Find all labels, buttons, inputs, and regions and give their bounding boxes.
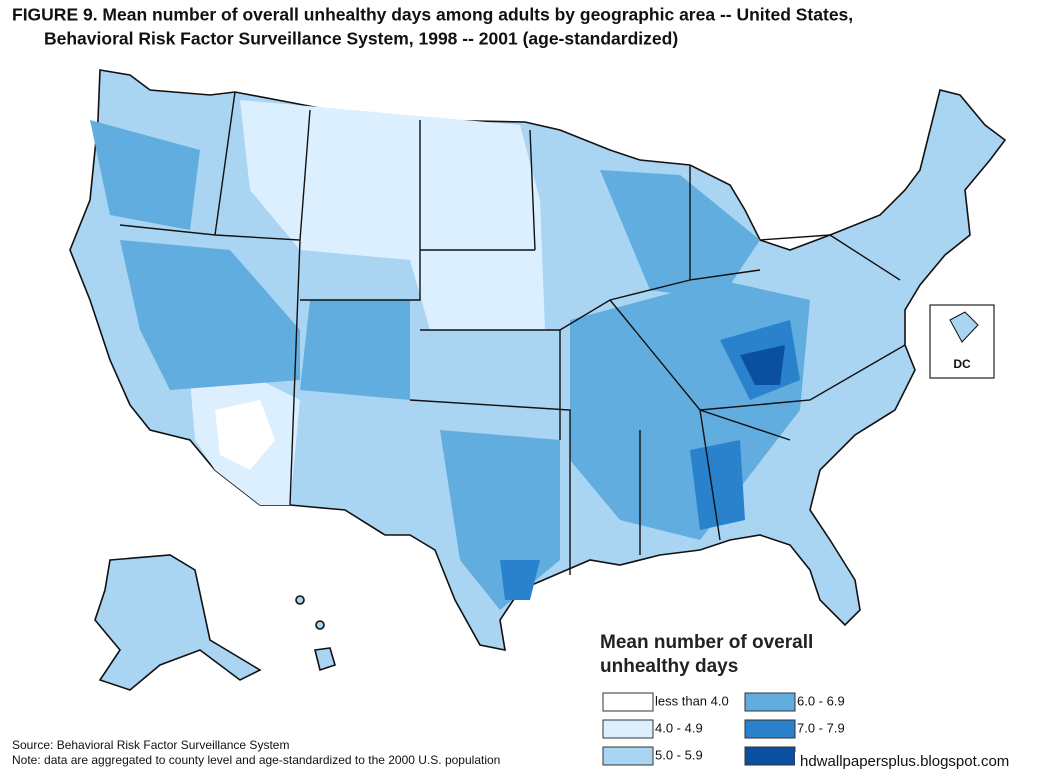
hawaii-island	[295, 595, 305, 605]
note: Note: data are aggregated to county leve…	[12, 753, 500, 767]
mid-region	[120, 240, 300, 390]
state-borders	[119, 91, 906, 575]
dc-label: DC	[953, 357, 971, 371]
mid-region	[600, 170, 760, 300]
legend-swatch	[602, 746, 654, 766]
legend-swatch	[744, 719, 796, 739]
alaska	[94, 554, 262, 691]
legend-swatch	[602, 692, 654, 712]
legend-title: unhealthy days	[600, 656, 738, 677]
dc-shape	[949, 311, 979, 343]
legend-swatch	[744, 746, 796, 766]
hawaii	[314, 647, 336, 672]
legend-label: 6.0 - 6.9	[797, 693, 845, 708]
legend-label: 4.0 - 4.9	[655, 720, 703, 735]
legend-swatch	[744, 692, 796, 712]
legend: less than 4.0 4.0 - 4.9 5.0 - 5.9 6.0 - 6.9…	[602, 692, 845, 766]
mid-region	[90, 120, 200, 230]
mid-region	[300, 300, 410, 400]
hawaii-island	[315, 620, 325, 630]
title-line: Behavioral Risk Factor Surveillance Syst…	[44, 29, 678, 49]
legend-swatch	[602, 719, 654, 739]
darkest-region	[740, 345, 785, 385]
legend-label: less than 4.0	[655, 693, 729, 708]
legend-label: 7.0 - 7.9	[797, 720, 845, 735]
dark-region	[500, 560, 540, 600]
us-map: DC	[69, 69, 1007, 691]
light-region	[240, 100, 545, 330]
legend-label: 5.0 - 5.9	[655, 747, 703, 762]
watermark: hdwallpapersplus.blogspot.com	[800, 753, 1009, 770]
dark-region	[690, 440, 745, 530]
watermark-bg	[795, 752, 1035, 772]
white-region	[215, 400, 275, 470]
title-line: FIGURE 9. Mean number of overall unhealt…	[12, 5, 853, 25]
legend-title: Mean number of overall	[600, 632, 813, 653]
source: Source: Behavioral Risk Factor Surveilla…	[12, 738, 289, 752]
